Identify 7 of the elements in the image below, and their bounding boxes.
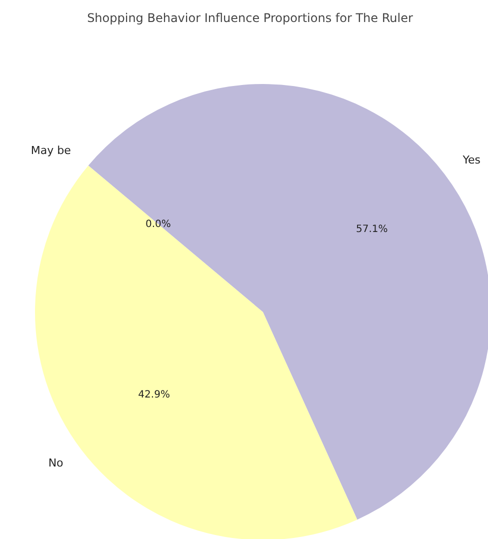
data-label: 42.9%	[138, 389, 170, 400]
text: 0.0%	[146, 218, 171, 230]
slice-label: Yes	[462, 153, 481, 166]
chart-title: Shopping Behavior Influence Proportions for The Ruler	[87, 11, 413, 25]
category-label: May be	[30, 144, 71, 157]
data-label: 57.1%	[356, 224, 388, 235]
slice-label: No	[48, 456, 64, 470]
